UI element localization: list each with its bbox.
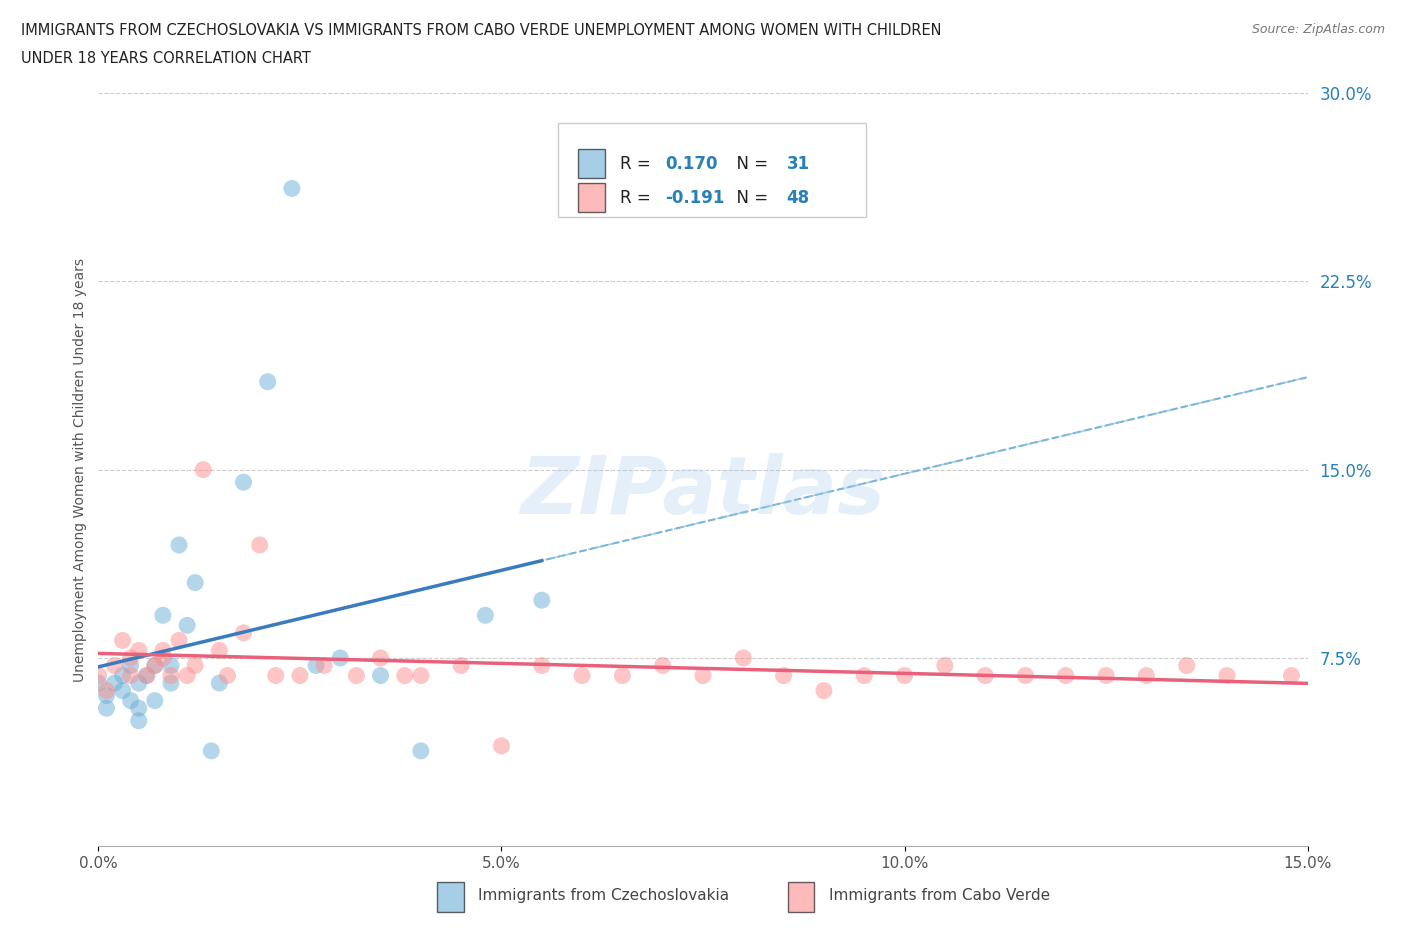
Point — [974, 668, 997, 683]
Point — [474, 608, 496, 623]
Point — [167, 633, 190, 648]
Point — [176, 668, 198, 683]
Point — [143, 693, 166, 708]
Point — [1216, 668, 1239, 683]
Point — [160, 675, 183, 690]
FancyBboxPatch shape — [787, 882, 814, 911]
Text: R =: R = — [620, 189, 655, 206]
Point — [111, 633, 134, 648]
Point — [120, 693, 142, 708]
Point — [450, 658, 472, 673]
Point — [409, 743, 432, 758]
Point — [193, 462, 215, 477]
Text: 48: 48 — [786, 189, 810, 206]
Point — [143, 658, 166, 673]
Point — [96, 701, 118, 716]
Point — [128, 713, 150, 728]
Point — [314, 658, 336, 673]
Point — [135, 668, 157, 683]
Point — [651, 658, 673, 673]
FancyBboxPatch shape — [558, 123, 866, 218]
Point — [128, 701, 150, 716]
Point — [1095, 668, 1118, 683]
FancyBboxPatch shape — [578, 150, 605, 179]
Point — [344, 668, 367, 683]
Point — [111, 684, 134, 698]
Point — [176, 618, 198, 632]
Point — [612, 668, 634, 683]
Text: Immigrants from Czechoslovakia: Immigrants from Czechoslovakia — [478, 888, 730, 903]
Point — [813, 684, 835, 698]
Point — [530, 658, 553, 673]
Point — [208, 675, 231, 690]
Point — [152, 651, 174, 666]
Point — [692, 668, 714, 683]
Point — [934, 658, 956, 673]
Point — [200, 743, 222, 758]
Point — [103, 675, 125, 690]
FancyBboxPatch shape — [437, 882, 464, 911]
Point — [288, 668, 311, 683]
Text: N =: N = — [725, 154, 773, 173]
Point — [1175, 658, 1198, 673]
Point — [120, 651, 142, 666]
Point — [128, 643, 150, 658]
Point — [184, 658, 207, 673]
Point — [232, 625, 254, 640]
Point — [329, 651, 352, 666]
FancyBboxPatch shape — [578, 183, 605, 212]
Point — [217, 668, 239, 683]
Point — [893, 668, 915, 683]
Point — [530, 592, 553, 607]
Point — [208, 643, 231, 658]
Point — [256, 374, 278, 389]
Point — [160, 668, 183, 683]
Point — [1135, 668, 1157, 683]
Point — [87, 668, 110, 683]
Point — [1014, 668, 1036, 683]
Point — [120, 658, 142, 673]
Point — [232, 474, 254, 489]
Point — [394, 668, 416, 683]
Point — [370, 668, 392, 683]
Point — [1281, 668, 1303, 683]
Point — [152, 643, 174, 658]
Point — [571, 668, 593, 683]
Point — [249, 538, 271, 552]
Point — [772, 668, 794, 683]
Point — [305, 658, 328, 673]
Point — [1054, 668, 1077, 683]
Point — [135, 668, 157, 683]
Point — [87, 675, 110, 690]
Point — [264, 668, 287, 683]
Text: N =: N = — [725, 189, 773, 206]
Text: Immigrants from Cabo Verde: Immigrants from Cabo Verde — [828, 888, 1050, 903]
Point — [96, 688, 118, 703]
Text: 0.170: 0.170 — [665, 154, 718, 173]
Point — [96, 684, 118, 698]
Text: UNDER 18 YEARS CORRELATION CHART: UNDER 18 YEARS CORRELATION CHART — [21, 51, 311, 66]
Point — [184, 575, 207, 591]
Text: R =: R = — [620, 154, 655, 173]
Point — [370, 651, 392, 666]
Point — [167, 538, 190, 552]
Text: ZIPatlas: ZIPatlas — [520, 453, 886, 531]
Point — [491, 738, 513, 753]
Text: IMMIGRANTS FROM CZECHOSLOVAKIA VS IMMIGRANTS FROM CABO VERDE UNEMPLOYMENT AMONG : IMMIGRANTS FROM CZECHOSLOVAKIA VS IMMIGR… — [21, 23, 942, 38]
Point — [103, 658, 125, 673]
Point — [143, 658, 166, 673]
Point — [120, 668, 142, 683]
Text: 31: 31 — [786, 154, 810, 173]
Point — [733, 651, 755, 666]
Text: -0.191: -0.191 — [665, 189, 725, 206]
Point — [128, 675, 150, 690]
Point — [160, 658, 183, 673]
Point — [111, 668, 134, 683]
Y-axis label: Unemployment Among Women with Children Under 18 years: Unemployment Among Women with Children U… — [73, 258, 87, 682]
Point — [853, 668, 876, 683]
Text: Source: ZipAtlas.com: Source: ZipAtlas.com — [1251, 23, 1385, 36]
Point — [281, 181, 304, 196]
Point — [152, 608, 174, 623]
Point — [409, 668, 432, 683]
